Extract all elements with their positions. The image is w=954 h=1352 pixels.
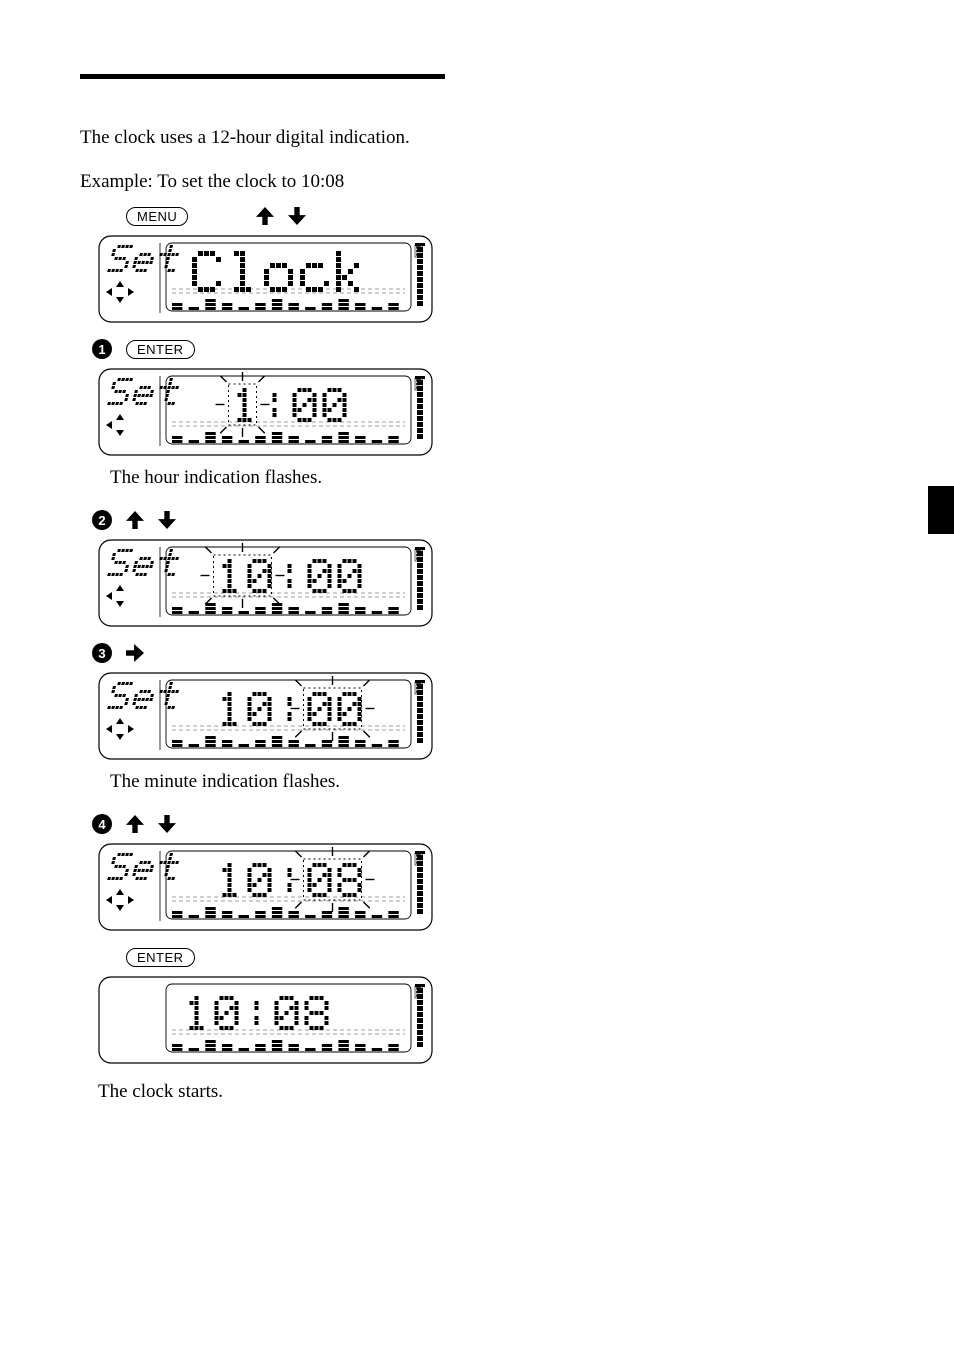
lcd-wrap <box>98 368 874 461</box>
lcd-wrap <box>98 235 874 328</box>
step-head: 3 <box>92 640 874 666</box>
lcd-display <box>98 672 433 760</box>
step-number-badge: 4 <box>92 814 112 834</box>
arrow-up-icon <box>126 511 144 529</box>
arrow-right-icon <box>126 644 144 662</box>
step-head: 2 <box>92 507 874 533</box>
step-caption: The hour indication flashes. <box>110 467 874 489</box>
step-head: 1 ENTER <box>92 336 874 362</box>
header-rule <box>80 74 445 79</box>
lcd-wrap <box>98 539 874 632</box>
lcd-wrap <box>98 672 874 765</box>
arrow-up-icon <box>256 207 274 225</box>
arrow-down-icon <box>288 207 306 225</box>
step-head: ENTER <box>92 944 874 970</box>
steps-container: MENU 1 ENTER The hour indication flashes. 2 3… <box>80 203 874 1069</box>
lcd-wrap <box>98 976 874 1069</box>
lcd-display <box>98 976 433 1064</box>
arrow-down-icon <box>158 815 176 833</box>
step-caption: The minute indication flashes. <box>110 771 874 793</box>
step: 4 <box>80 811 874 936</box>
step: ENTER <box>80 944 874 1069</box>
arrow-down-icon <box>158 511 176 529</box>
step-head: 4 <box>92 811 874 837</box>
step: 3 The minute indication flashes. <box>80 640 874 793</box>
step: 1 ENTER The hour indication flashes. <box>80 336 874 489</box>
intro-text: The clock uses a 12-hour digital indicat… <box>80 127 874 149</box>
example-text: Example: To set the clock to 10:08 <box>80 171 874 193</box>
arrow-right-icon <box>126 644 144 662</box>
enter-button[interactable]: ENTER <box>126 340 195 359</box>
arrow-up-icon <box>256 207 274 225</box>
enter-button[interactable]: ENTER <box>126 948 195 967</box>
manual-page: The clock uses a 12-hour digital indicat… <box>0 0 954 1163</box>
arrow-up-icon <box>126 511 144 529</box>
step: MENU <box>80 203 874 328</box>
step-head: MENU <box>92 203 874 229</box>
menu-button[interactable]: MENU <box>126 207 188 226</box>
lcd-display <box>98 539 433 627</box>
arrow-down-icon <box>158 511 176 529</box>
final-caption: The clock starts. <box>98 1081 874 1103</box>
lcd-display <box>98 368 433 456</box>
step-number-badge: 2 <box>92 510 112 530</box>
arrow-down-icon <box>158 815 176 833</box>
step-number-badge: 3 <box>92 643 112 663</box>
arrow-down-icon <box>288 207 306 225</box>
arrow-up-icon <box>126 815 144 833</box>
lcd-display <box>98 843 433 931</box>
arrow-up-icon <box>126 815 144 833</box>
step-number-badge: 1 <box>92 339 112 359</box>
side-thumb-tab <box>928 486 954 534</box>
step: 2 <box>80 507 874 632</box>
lcd-wrap <box>98 843 874 936</box>
lcd-display <box>98 235 433 323</box>
